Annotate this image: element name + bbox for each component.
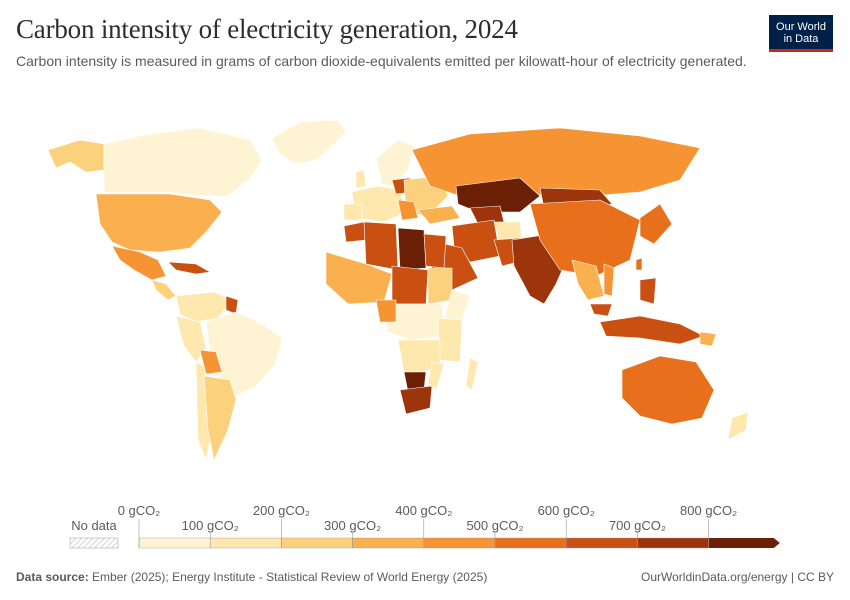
region-nigeria: [375, 299, 397, 323]
region-egypt: [423, 233, 447, 269]
no-data-swatch: [69, 537, 119, 549]
region-mexico: [111, 245, 167, 281]
legend-tick-label: 600 gCO₂: [538, 503, 595, 518]
region-guyana: [225, 295, 239, 315]
region-uk: [355, 169, 367, 189]
region-balkans: [397, 199, 419, 221]
legend-bin: [708, 538, 780, 548]
legend-bottom-ticks: 100 gCO₂ 300 gCO₂ 500 gCO₂ 700 gCO₂: [182, 518, 666, 548]
region-philippines: [639, 277, 657, 305]
chart-title: Carbon intensity of electricity generati…: [16, 14, 518, 44]
region-malaysia: [589, 303, 613, 317]
region-papua: [699, 331, 717, 347]
region-chile: [195, 361, 213, 461]
region-vietnam: [603, 263, 615, 297]
region-russia: [411, 127, 701, 197]
region-morocco: [343, 221, 367, 243]
legend-tick-label: 800 gCO₂: [680, 503, 737, 518]
footer: Data source: Ember (2025); Energy Instit…: [16, 570, 834, 584]
region-usa: [95, 193, 223, 253]
region-greenland: [271, 119, 347, 165]
region-central-africa: [383, 303, 445, 341]
legend-tick-label: 700 gCO₂: [609, 518, 666, 533]
region-indonesia: [599, 315, 705, 345]
region-new-zealand: [727, 411, 749, 441]
region-mozambique: [427, 361, 445, 391]
owid-logo[interactable]: Our World in Data: [769, 15, 833, 52]
legend-bin: [138, 537, 211, 549]
legend-bin: [494, 537, 567, 549]
legend-tick-label: 400 gCO₂: [395, 503, 452, 518]
legend-tick-label: 200 gCO₂: [253, 503, 310, 518]
region-alaska: [47, 139, 105, 173]
legend-tick-label: 300 gCO₂: [324, 518, 381, 533]
legend-bin: [209, 537, 282, 549]
region-sudan: [427, 267, 453, 305]
region-caribbean: [167, 261, 211, 275]
region-turkey: [417, 205, 461, 225]
legend-bin: [423, 537, 496, 549]
legend-tick-label: 500 gCO₂: [466, 518, 523, 533]
legend-top-ticks: 0 gCO₂ 200 gCO₂ 400 gCO₂ 600 gCO₂ 800 gCO₂: [118, 503, 737, 548]
legend-bins: [138, 537, 780, 549]
legend-bin: [566, 537, 638, 549]
color-legend: No data 0 gCO₂ 200 gCO₂ 400 gCO₂ 600 gCO₂ 80…: [69, 503, 780, 549]
logo-line-1: Our World: [776, 21, 826, 33]
chart-subtitle: Carbon intensity is measured in grams of…: [16, 53, 747, 69]
region-niger-chad: [391, 265, 429, 305]
region-australia: [621, 355, 715, 425]
no-data-label: No data: [71, 518, 117, 533]
region-canada: [103, 127, 263, 197]
region-south-africa: [399, 385, 433, 415]
legend-bin: [352, 537, 425, 549]
region-myanmar-thailand: [571, 259, 605, 301]
region-kazakhstan: [455, 177, 541, 213]
region-scandinavia: [375, 139, 415, 187]
region-argentina: [203, 375, 237, 461]
world-map[interactable]: [0, 100, 850, 470]
region-korea-japan: [639, 203, 673, 245]
legend-bin: [281, 537, 353, 549]
legend-bin: [637, 537, 709, 549]
region-libya: [397, 227, 427, 271]
region-iberia: [343, 203, 363, 221]
region-central-america: [151, 279, 177, 301]
source-label: Data source:: [16, 570, 89, 584]
legend-tick-label: 0 gCO₂: [118, 503, 161, 518]
logo-line-2: in Data: [783, 33, 819, 45]
region-algeria: [363, 221, 399, 271]
region-east-africa: [437, 317, 463, 363]
region-taiwan: [635, 257, 643, 271]
source-text[interactable]: Ember (2025); Energy Institute - Statist…: [92, 570, 488, 584]
legend-tick-label: 100 gCO₂: [182, 518, 239, 533]
region-madagascar: [465, 357, 479, 391]
credit-link[interactable]: OurWorldinData.org/energy | CC BY: [641, 570, 834, 584]
